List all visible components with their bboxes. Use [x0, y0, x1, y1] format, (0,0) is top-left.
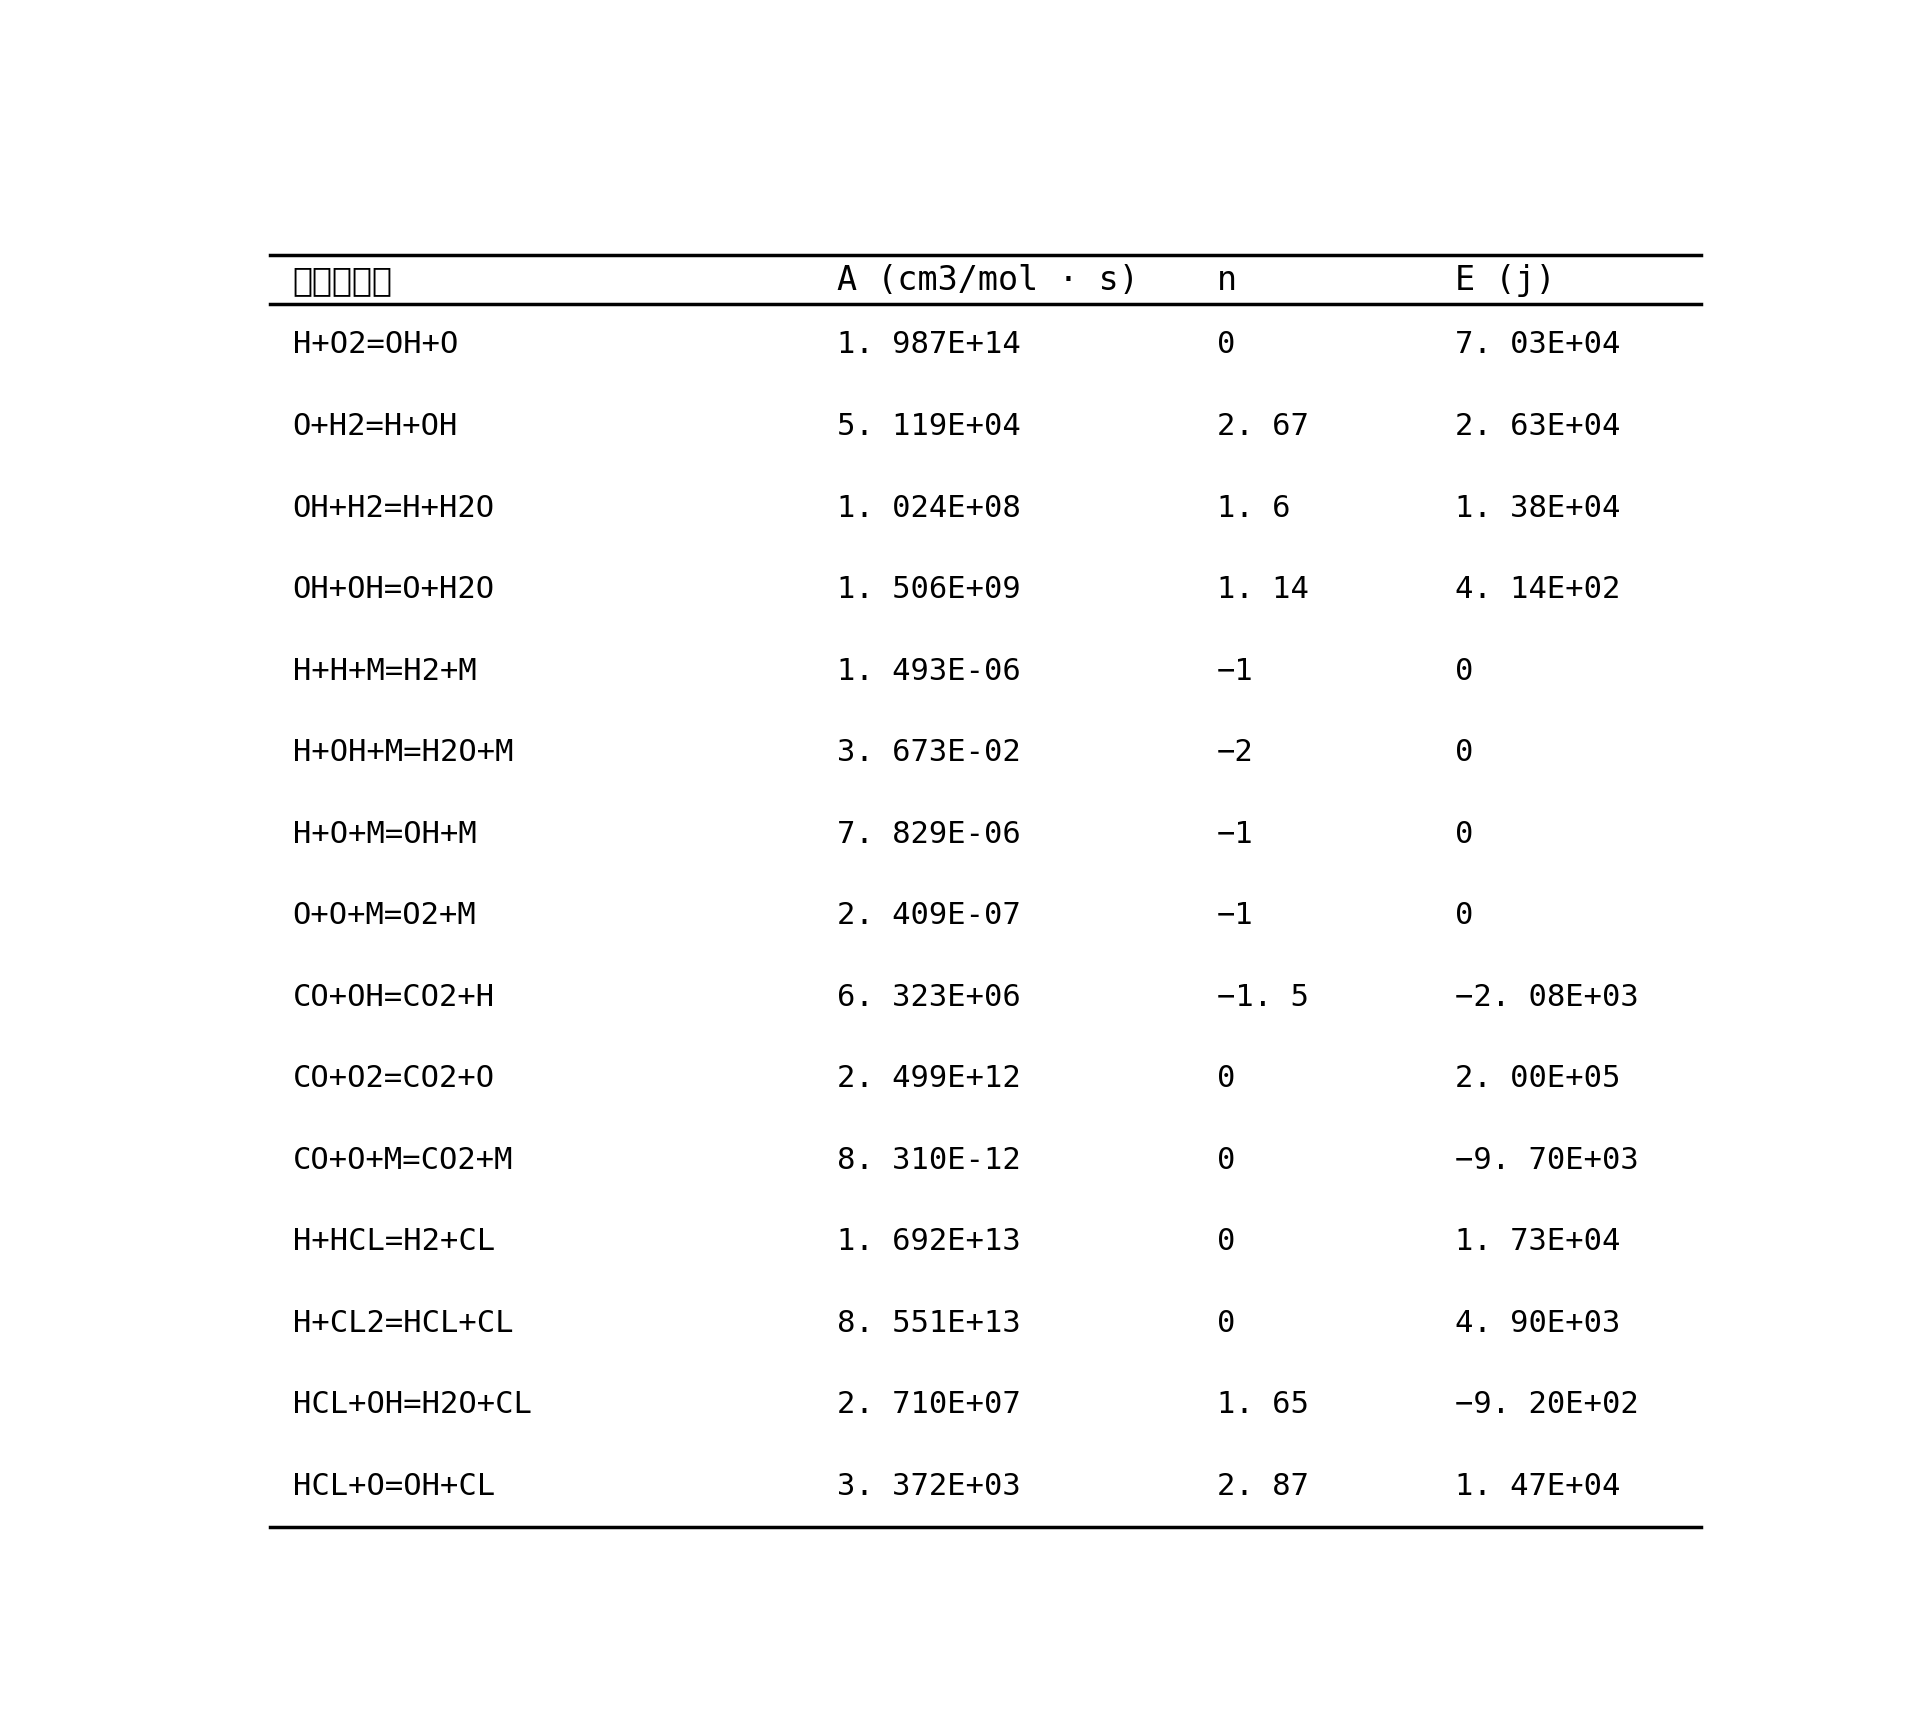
Text: OH+OH=O+H2O: OH+OH=O+H2O	[292, 576, 494, 603]
Text: 2. 499E+12: 2. 499E+12	[837, 1065, 1021, 1094]
Text: 0: 0	[1456, 739, 1473, 766]
Text: 7. 829E-06: 7. 829E-06	[837, 820, 1021, 848]
Text: 5. 119E+04: 5. 119E+04	[837, 413, 1021, 440]
Text: −1: −1	[1217, 820, 1254, 848]
Text: H+CL2=HCL+CL: H+CL2=HCL+CL	[292, 1309, 513, 1339]
Text: 8. 551E+13: 8. 551E+13	[837, 1309, 1021, 1339]
Text: 0: 0	[1217, 1228, 1235, 1257]
Text: HCL+O=OH+CL: HCL+O=OH+CL	[292, 1472, 494, 1502]
Text: 3. 372E+03: 3. 372E+03	[837, 1472, 1021, 1502]
Text: 1. 6: 1. 6	[1217, 494, 1290, 522]
Text: O+H2=H+OH: O+H2=H+OH	[292, 413, 458, 440]
Text: 0: 0	[1456, 902, 1473, 929]
Text: CO+OH=CO2+H: CO+OH=CO2+H	[292, 983, 494, 1011]
Text: H+HCL=H2+CL: H+HCL=H2+CL	[292, 1228, 494, 1257]
Text: 2. 710E+07: 2. 710E+07	[837, 1391, 1021, 1420]
Text: −9. 70E+03: −9. 70E+03	[1456, 1146, 1638, 1176]
Text: OH+H2=H+H2O: OH+H2=H+H2O	[292, 494, 494, 522]
Text: CO+O+M=CO2+M: CO+O+M=CO2+M	[292, 1146, 513, 1176]
Text: −1: −1	[1217, 902, 1254, 929]
Text: 4. 90E+03: 4. 90E+03	[1456, 1309, 1621, 1339]
Text: −1. 5: −1. 5	[1217, 983, 1308, 1011]
Text: H+H+M=H2+M: H+H+M=H2+M	[292, 657, 477, 685]
Text: 0: 0	[1217, 1309, 1235, 1339]
Text: n: n	[1217, 264, 1236, 297]
Text: 1. 47E+04: 1. 47E+04	[1456, 1472, 1621, 1502]
Text: 7. 03E+04: 7. 03E+04	[1456, 331, 1621, 359]
Text: −9. 20E+02: −9. 20E+02	[1456, 1391, 1638, 1420]
Text: 0: 0	[1456, 820, 1473, 848]
Text: HCL+OH=H2O+CL: HCL+OH=H2O+CL	[292, 1391, 531, 1420]
Text: E (j): E (j)	[1456, 264, 1556, 297]
Text: 1. 73E+04: 1. 73E+04	[1456, 1228, 1621, 1257]
Text: 2. 67: 2. 67	[1217, 413, 1308, 440]
Text: 1. 506E+09: 1. 506E+09	[837, 576, 1021, 603]
Text: H+O+M=OH+M: H+O+M=OH+M	[292, 820, 477, 848]
Text: 2. 87: 2. 87	[1217, 1472, 1308, 1502]
Text: H+O2=OH+O: H+O2=OH+O	[292, 331, 458, 359]
Text: H+OH+M=H2O+M: H+OH+M=H2O+M	[292, 739, 513, 766]
Text: 2. 409E-07: 2. 409E-07	[837, 902, 1021, 929]
Text: CO+O2=CO2+O: CO+O2=CO2+O	[292, 1065, 494, 1094]
Text: A (cm3/mol · s): A (cm3/mol · s)	[837, 264, 1138, 297]
Text: 1. 493E-06: 1. 493E-06	[837, 657, 1021, 685]
Text: 3. 673E-02: 3. 673E-02	[837, 739, 1021, 766]
Text: 0: 0	[1456, 657, 1473, 685]
Text: 1. 024E+08: 1. 024E+08	[837, 494, 1021, 522]
Text: −1: −1	[1217, 657, 1254, 685]
Text: 2. 00E+05: 2. 00E+05	[1456, 1065, 1621, 1094]
Text: 1. 65: 1. 65	[1217, 1391, 1308, 1420]
Text: 0: 0	[1217, 1065, 1235, 1094]
Text: O+O+M=O2+M: O+O+M=O2+M	[292, 902, 477, 929]
Text: 1. 14: 1. 14	[1217, 576, 1308, 603]
Text: 1. 692E+13: 1. 692E+13	[837, 1228, 1021, 1257]
Text: −2. 08E+03: −2. 08E+03	[1456, 983, 1638, 1011]
Text: 6. 323E+06: 6. 323E+06	[837, 983, 1021, 1011]
Text: 2. 63E+04: 2. 63E+04	[1456, 413, 1621, 440]
Text: −2: −2	[1217, 739, 1254, 766]
Text: 0: 0	[1217, 331, 1235, 359]
Text: 4. 14E+02: 4. 14E+02	[1456, 576, 1621, 603]
Text: 8. 310E-12: 8. 310E-12	[837, 1146, 1021, 1176]
Text: 1. 987E+14: 1. 987E+14	[837, 331, 1021, 359]
Text: 0: 0	[1217, 1146, 1235, 1176]
Text: 1. 38E+04: 1. 38E+04	[1456, 494, 1621, 522]
Text: 化学反应式: 化学反应式	[292, 264, 392, 297]
